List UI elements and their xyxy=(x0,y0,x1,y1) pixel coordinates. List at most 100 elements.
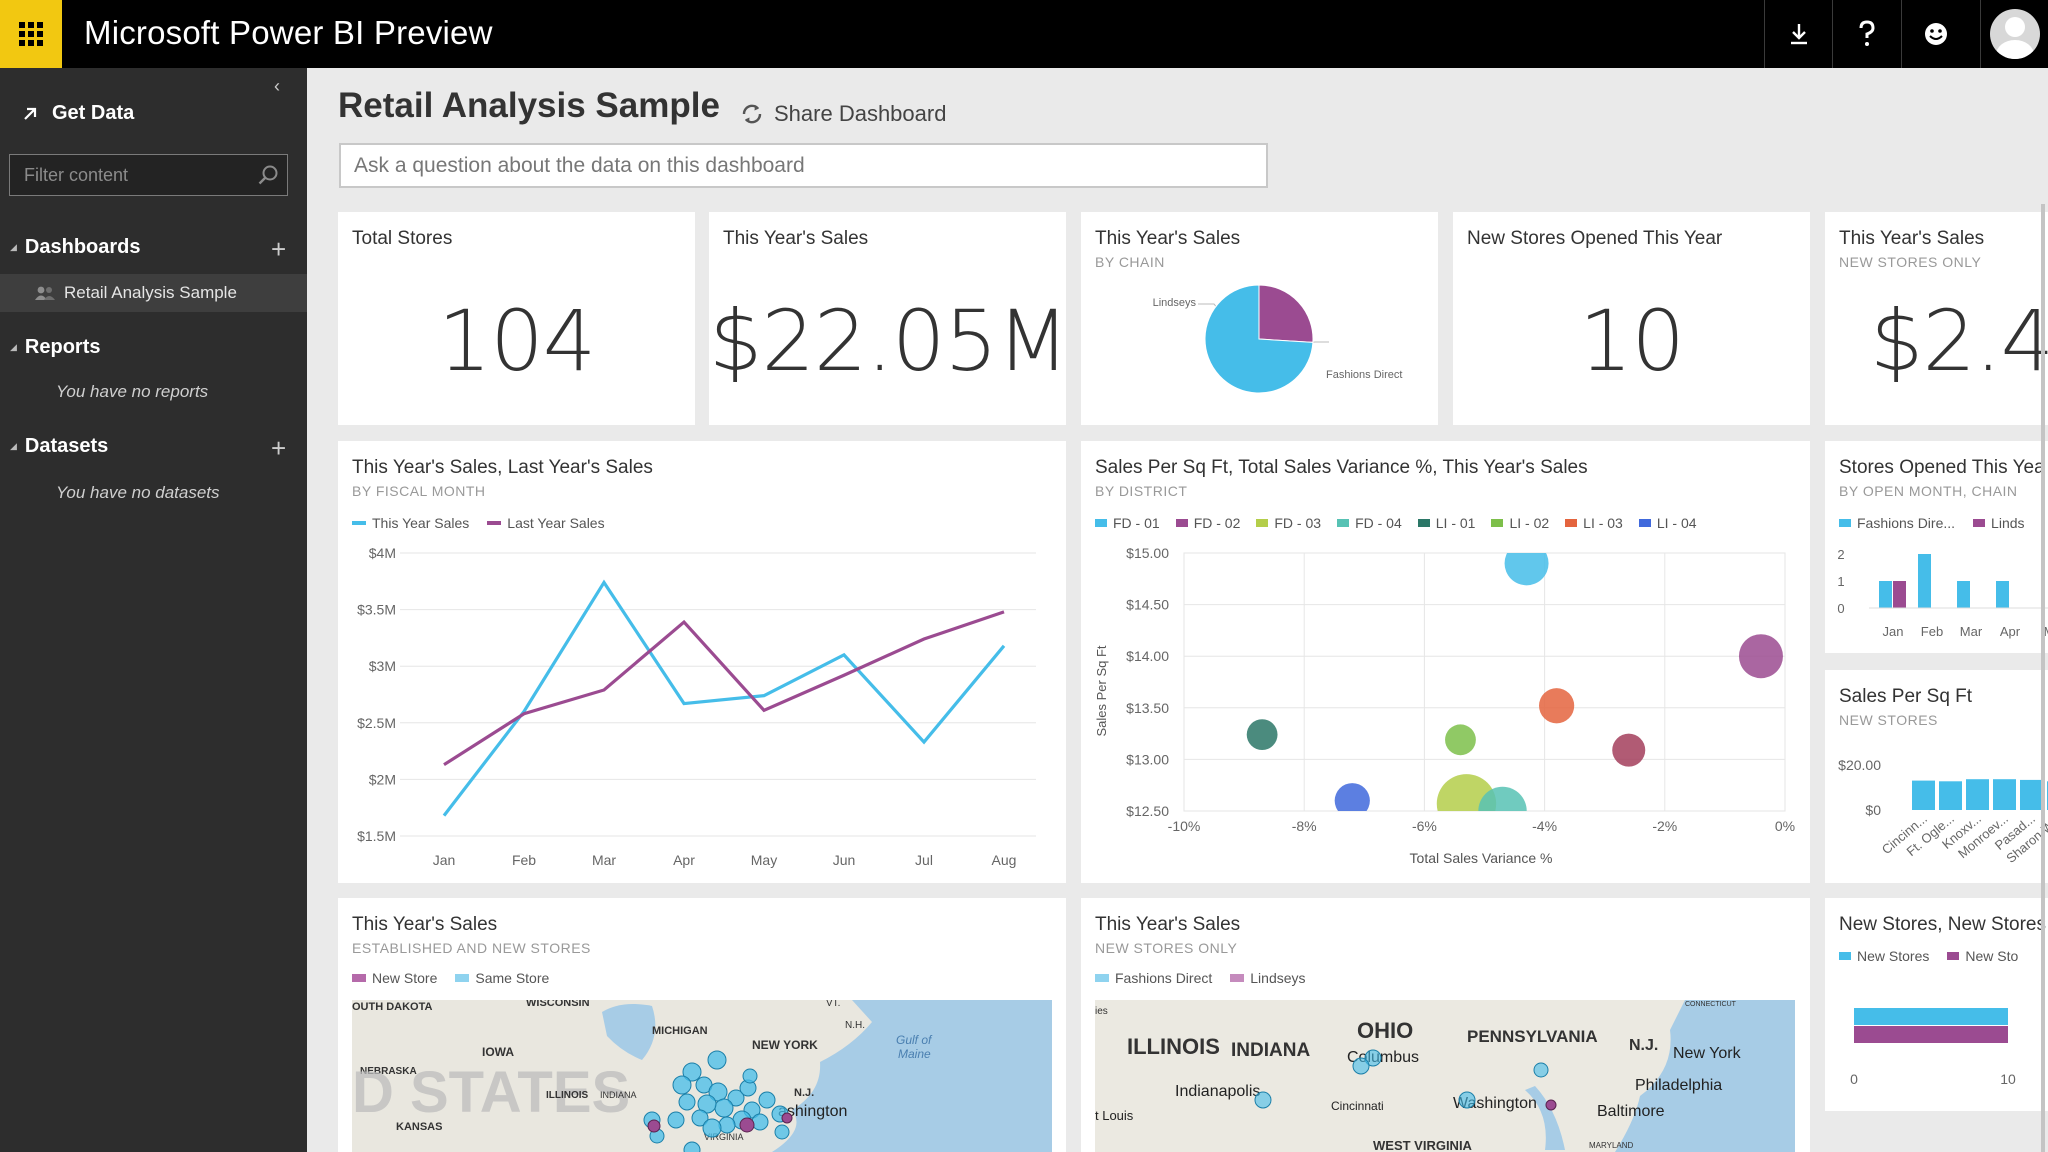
map-label: VIRGINIA xyxy=(704,1132,744,1142)
legend-label: This Year Sales xyxy=(372,515,470,531)
bar xyxy=(1893,581,1906,608)
series-line xyxy=(442,579,1006,817)
y-tick-label: $1.5M xyxy=(357,828,396,844)
account-button[interactable] xyxy=(1980,0,2048,68)
map-label: ILLINOIS xyxy=(1127,1034,1220,1059)
legend-item: FD - 01 xyxy=(1095,515,1160,531)
bar xyxy=(2020,779,2043,810)
datasets-section-header[interactable]: ◢ Datasets xyxy=(10,435,108,458)
tile-sales-per-sqft[interactable]: Sales Per Sq Ft NEW STORES $20.00 $0 Cinci… xyxy=(1825,670,2048,883)
legend-label: Fashions Direct xyxy=(1115,970,1213,986)
bubble xyxy=(1478,786,1527,811)
dashboard-title: Retail Analysis Sample xyxy=(338,86,720,125)
shared-users-icon xyxy=(35,286,55,300)
map-label: Baltimore xyxy=(1597,1103,1665,1120)
legend-swatch xyxy=(1839,519,1851,527)
bar xyxy=(1957,581,1970,608)
map-label: MICHIGAN xyxy=(652,1025,708,1037)
tile-subtitle: NEW STORES ONLY xyxy=(1839,254,1982,270)
filter-input[interactable] xyxy=(10,155,240,195)
x-tick-label: -10% xyxy=(1168,818,1201,834)
y-tick-label: $15.00 xyxy=(1126,545,1169,561)
tile-subtitle: NEW STORES ONLY xyxy=(1095,940,1238,956)
legend-label: FD - 02 xyxy=(1193,515,1241,531)
sidebar-item-retail-analysis-sample[interactable]: Retail Analysis Sample xyxy=(0,274,307,312)
add-dashboard-icon[interactable]: + xyxy=(271,234,287,264)
tile-subtitle: ESTABLISHED AND NEW STORES xyxy=(352,940,591,956)
map-label: PENNSYLVANIA xyxy=(1467,1027,1598,1046)
map-label: OUTH DAKOTA xyxy=(352,1001,433,1013)
legend-label: LI - 04 xyxy=(1656,515,1697,531)
tile-subtitle: BY CHAIN xyxy=(1095,254,1165,270)
map-label: MARYLAND xyxy=(1589,1141,1634,1150)
collapse-chevron-icon[interactable]: ‹ xyxy=(274,76,280,96)
x-tick-label: 0 xyxy=(1850,1071,1858,1087)
x-tick-label: Jun xyxy=(833,852,856,868)
scatter-chart: -10% -8% -6% -4% -2% 0% $12.50 $13.00 $13.50 $14.… xyxy=(1094,545,1795,866)
new-store-bubble xyxy=(781,1112,793,1124)
pie-slice xyxy=(1258,284,1314,343)
tile-sales-by-chain[interactable]: This Year's Sales BY CHAIN Lindseys Fash… xyxy=(1081,212,1438,425)
map-us-midatlantic[interactable]: ies ILLINOIS INDIANA OHIO PENNSYLVANIA N… xyxy=(1095,1000,1795,1152)
tile-total-stores[interactable]: Total Stores 104 xyxy=(338,212,695,425)
help-button[interactable] xyxy=(1832,0,1900,68)
tile-stores-opened[interactable]: Stores Opened This Yea BY OPEN MONTH, CH… xyxy=(1825,441,2048,653)
y-tick-label: $14.00 xyxy=(1126,648,1169,664)
tile-scatter-chart[interactable]: Sales Per Sq Ft, Total Sales Variance %,… xyxy=(1081,441,1810,883)
store-bubbles xyxy=(643,1050,790,1152)
map-us-northeast[interactable]: OUTH DAKOTA WISCONSIN VT. N.H. MICHIGAN … xyxy=(352,1000,1052,1152)
map-label: Gulf of xyxy=(896,1033,933,1047)
y-tick-label: $14.50 xyxy=(1126,597,1169,613)
tile-title: This Year's Sales xyxy=(1839,228,1985,249)
tile-this-years-sales[interactable]: This Year's Sales $22.05M xyxy=(709,212,1066,425)
y-tick-label: $2.5M xyxy=(357,715,396,731)
map-label: Maine xyxy=(898,1047,931,1061)
x-tick-label: May xyxy=(751,852,777,868)
app-title: Microsoft Power BI Preview xyxy=(84,14,493,51)
tile-new-stores-opened[interactable]: New Stores Opened This Year 10 xyxy=(1453,212,1810,425)
tile-subtitle: NEW STORES xyxy=(1839,712,1938,728)
legend-label: New Sto xyxy=(1965,948,2019,964)
map-label: CONNECTICUT xyxy=(1685,1001,1737,1008)
pie-label-lindseys: Lindseys xyxy=(1153,297,1197,309)
reports-section-header[interactable]: ◢ Reports xyxy=(10,336,101,359)
search-icon[interactable] xyxy=(257,164,279,186)
legend-item: Fashions Dire... xyxy=(1839,515,1955,531)
legend-swatch xyxy=(352,521,366,525)
add-dataset-icon[interactable]: + xyxy=(271,433,287,463)
tile-sales-line-chart[interactable]: This Year's Sales, Last Year's Sales BY … xyxy=(338,441,1066,883)
x-tick-label: Feb xyxy=(1921,624,1943,639)
legend-label: FD - 01 xyxy=(1113,515,1160,531)
new-stores-hbar-chart: 0 10 xyxy=(1850,1008,2016,1087)
qa-input[interactable] xyxy=(341,145,1266,186)
waffle-icon[interactable] xyxy=(0,0,62,68)
x-tick-label: Apr xyxy=(673,852,695,868)
legend-item: Linds xyxy=(1973,515,2025,531)
reports-empty-message: You have no reports xyxy=(56,382,209,401)
feedback-button[interactable] xyxy=(1901,0,1969,68)
dashboards-section-header[interactable]: ◢ Dashboards xyxy=(10,236,141,259)
tile-map-new-stores[interactable]: This Year's Sales NEW STORES ONLY Fashio… xyxy=(1081,898,1810,1152)
legend-item: FD - 04 xyxy=(1337,515,1402,531)
get-data-button[interactable]: Get Data xyxy=(22,102,134,125)
stores-opened-bar-chart: 0 1 2 Jan Feb Mar Apr M xyxy=(1837,547,2048,639)
bar xyxy=(1966,779,1989,810)
legend-swatch xyxy=(455,974,470,982)
plot-frame xyxy=(1183,552,1786,812)
tile-new-stores-bar[interactable]: New Stores, New Stores New Stores New St… xyxy=(1825,898,2048,1111)
share-dashboard-button[interactable]: Share Dashboard xyxy=(740,101,946,127)
legend-swatch xyxy=(487,521,502,525)
map-label: ILLINOIS xyxy=(546,1090,589,1101)
tile-map-established-new[interactable]: This Year's Sales ESTABLISHED AND NEW ST… xyxy=(338,898,1066,1152)
download-button[interactable] xyxy=(1764,0,1832,68)
download-icon xyxy=(1790,24,1807,45)
legend-item: Last Year Sales xyxy=(487,515,605,531)
vertical-scrollbar[interactable] xyxy=(2041,204,2045,1152)
y-tick-label: $13.50 xyxy=(1126,700,1169,716)
map-label: Indianapolis xyxy=(1175,1083,1260,1100)
legend-label: LI - 01 xyxy=(1435,515,1476,531)
legend-item: LI - 02 xyxy=(1491,515,1549,531)
tile-new-stores-sales[interactable]: This Year's Sales NEW STORES ONLY $2.43 xyxy=(1825,212,2048,425)
legend-swatch xyxy=(1095,974,1109,982)
x-tick-label: Jan xyxy=(1883,624,1904,639)
